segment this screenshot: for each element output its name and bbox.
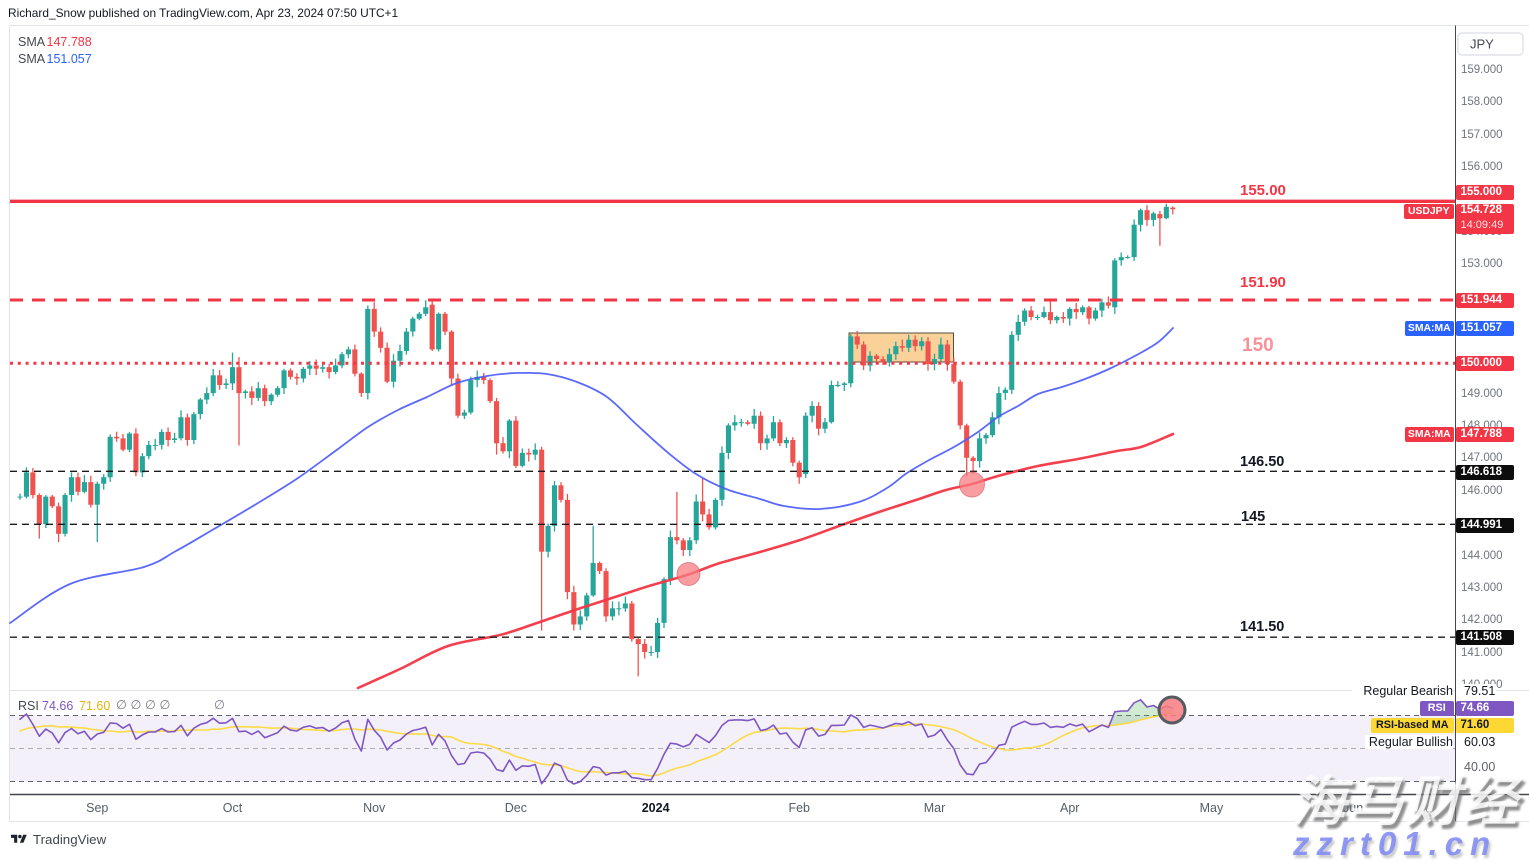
svg-text:JPY: JPY — [1470, 37, 1494, 52]
